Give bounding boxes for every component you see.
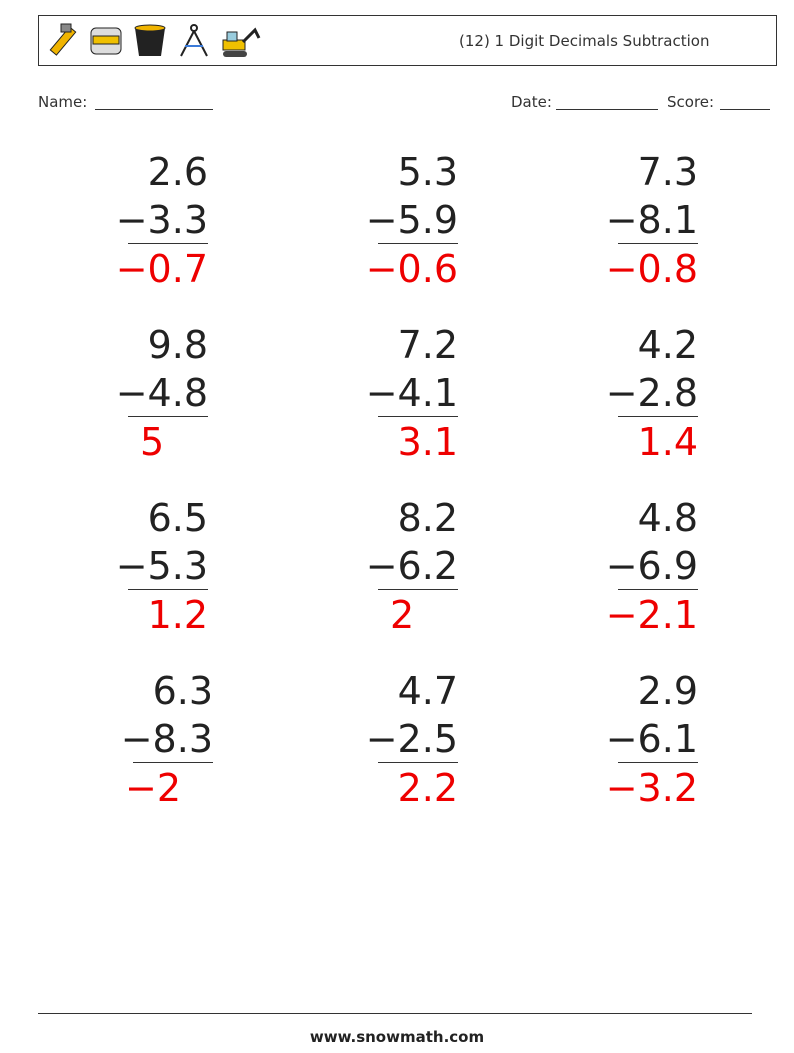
answer-rule [128,416,208,417]
bottom-number: −6.9 [605,544,698,588]
bottom-number: −3.3 [115,198,208,242]
answer-rule [378,762,458,763]
bottom-number: −4.8 [115,371,208,415]
top-number: 9.8 [147,323,208,367]
top-number: 5.3 [397,150,458,194]
top-number: 6.3 [152,669,213,713]
answer-rule [618,243,698,244]
answer: 2 [390,593,415,637]
top-number: 2.6 [147,150,208,194]
answer: 3.1 [397,420,458,464]
bottom-number: −2.8 [605,371,698,415]
top-number: 7.2 [397,323,458,367]
answer-rule [128,589,208,590]
top-number: 4.2 [637,323,698,367]
top-number: 2.9 [637,669,698,713]
header-icons [49,23,261,57]
name-blank [95,109,213,110]
top-number: 8.2 [397,496,458,540]
top-number: 4.7 [397,669,458,713]
bottom-number: −8.3 [120,717,213,761]
bottom-number: −4.1 [365,371,458,415]
answer: −2 [125,766,182,810]
answer-rule [378,416,458,417]
answer-rule [618,589,698,590]
answer: 2.2 [397,766,458,810]
score-label: Score: [667,93,715,111]
name-label: Name: [38,93,88,111]
date-blank [556,109,658,110]
bottom-number: −5.9 [365,198,458,242]
answer: −3.2 [605,766,698,810]
answer: 1.2 [147,593,208,637]
footer: www.snowmath.com [309,1028,485,1046]
answer-rule [128,243,208,244]
bottom-number: −6.1 [605,717,698,761]
bottom-number: −6.2 [365,544,458,588]
answer-rule [378,589,458,590]
bottom-number: −5.3 [115,544,208,588]
date-label: Date: [511,93,552,111]
score-blank [720,109,770,110]
answer: −0.6 [365,247,458,291]
answer: 1.4 [637,420,698,464]
answer: −0.7 [115,247,208,291]
title: (12) 1 Digit Decimals Subtraction [459,32,710,50]
footer-rule [38,1013,752,1014]
bottom-number: −8.1 [605,198,698,242]
top-number: 7.3 [637,150,698,194]
answer: −2.1 [605,593,698,637]
answer: 5 [140,420,165,464]
answer-rule [618,762,698,763]
answer-rule [618,416,698,417]
answer-rule [133,762,213,763]
answer: −0.8 [605,247,698,291]
answer-rule [378,243,458,244]
top-number: 4.8 [637,496,698,540]
bottom-number: −2.5 [365,717,458,761]
top-number: 6.5 [147,496,208,540]
header: (12) 1 Digit Decimals Subtraction [38,15,777,66]
